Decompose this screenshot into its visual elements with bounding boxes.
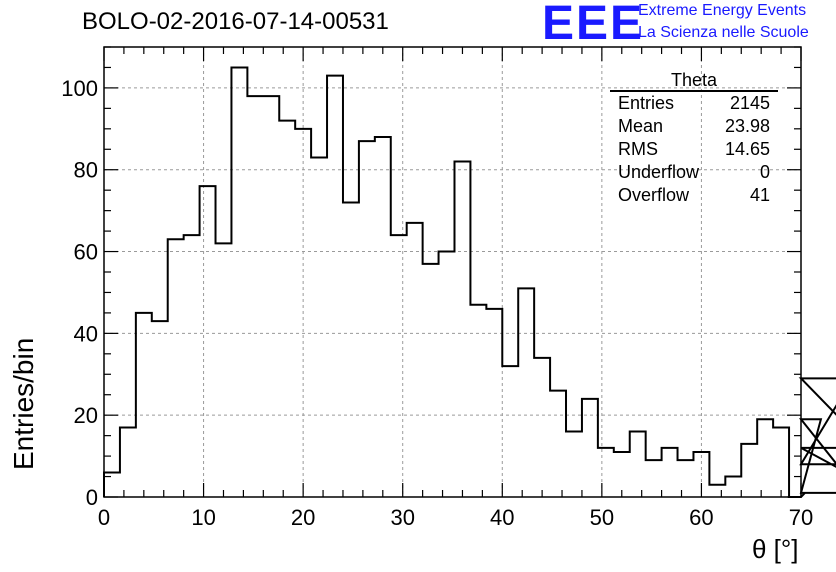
stats-value: 14.65	[724, 139, 770, 159]
histogram-bin	[359, 141, 375, 497]
histogram-bin	[550, 391, 566, 497]
stats-value: 41	[749, 185, 770, 205]
stats-row-rms: RMS 14.65	[610, 138, 778, 161]
histogram-bin	[311, 157, 327, 497]
eee-logo: EEE	[542, 0, 645, 50]
histogram-bin	[247, 96, 263, 497]
histogram-bin	[168, 239, 184, 497]
histogram-bin	[279, 121, 295, 497]
y-tick-label: 20	[74, 403, 98, 428]
y-tick-label: 80	[74, 158, 98, 183]
histogram-bin	[391, 235, 407, 497]
stats-label: Entries	[618, 93, 675, 113]
stats-row-overflow: Overflow 41	[610, 184, 778, 207]
x-tick-label: 0	[98, 505, 110, 530]
logo-subtitle-line2: La Scienza nelle Scuole	[638, 24, 809, 41]
stats-row-underflow: Underflow 0	[610, 161, 778, 184]
histogram-bin	[725, 477, 741, 497]
x-axis-label: θ [°]	[752, 534, 799, 564]
x-tick-label: 70	[789, 505, 813, 530]
chart-title: BOLO-02-2016-07-14-00531	[82, 8, 389, 35]
y-tick-label: 40	[74, 321, 98, 346]
histogram-bin	[407, 223, 423, 497]
histogram-bin	[773, 427, 789, 497]
histogram-bin	[662, 448, 678, 497]
histogram-bin	[184, 235, 200, 497]
histogram-bin	[486, 309, 502, 497]
histogram-bin	[709, 485, 725, 497]
histogram-bin	[502, 366, 518, 497]
stats-label: Overflow	[618, 185, 690, 205]
histogram-bin	[439, 252, 455, 497]
stats-title: Theta	[610, 70, 778, 92]
histogram-bin	[566, 432, 582, 497]
histogram-outline	[103, 66, 836, 498]
stats-label: RMS	[618, 139, 658, 159]
histogram-bin	[741, 444, 757, 497]
histogram-bin	[375, 137, 391, 497]
y-tick-label: 60	[74, 240, 98, 265]
stats-row-mean: Mean 23.98	[610, 115, 778, 138]
histogram-bin	[327, 76, 343, 497]
histogram-bin	[518, 288, 534, 497]
histogram-bin	[120, 427, 136, 497]
x-tick-label: 20	[291, 505, 315, 530]
histogram-bin	[598, 448, 614, 497]
histogram-bin	[231, 67, 247, 497]
histogram-bin	[454, 162, 470, 497]
histogram-bin	[343, 202, 359, 497]
x-tick-label: 40	[490, 505, 514, 530]
histogram-bin	[263, 96, 279, 497]
histogram-bin	[630, 432, 646, 497]
x-tick-label: 30	[390, 505, 414, 530]
histogram-bin	[152, 321, 168, 497]
stats-box: Theta Entries 2145 Mean 23.98 RMS 14.65 …	[610, 70, 778, 207]
histogram-bin	[534, 358, 550, 497]
stats-value: 2145	[729, 93, 770, 113]
histogram-bin	[582, 399, 598, 497]
logo-subtitle-line1: Extreme Energy Events	[638, 2, 807, 19]
histogram-bin	[678, 460, 694, 497]
stats-label: Underflow	[618, 162, 700, 182]
histogram-bin	[136, 313, 152, 497]
x-tick-label: 50	[590, 505, 614, 530]
stats-label: Mean	[618, 116, 664, 136]
stats-value: 23.98	[724, 116, 770, 136]
histogram-bin	[200, 186, 216, 497]
y-tick-label: 100	[61, 76, 98, 101]
x-tick-label: 60	[689, 505, 713, 530]
y-axis-label: Entries/bin	[8, 337, 39, 470]
stats-value: 0	[759, 162, 770, 182]
grid-lines	[104, 47, 801, 497]
x-tick-label: 10	[191, 505, 215, 530]
histogram-bin	[216, 243, 232, 497]
histogram-bin	[646, 460, 662, 497]
axis-ticks	[103, 46, 802, 498]
histogram-bin	[423, 264, 439, 497]
histogram-bin	[757, 419, 773, 497]
tick-labels: 0 10 20 30 40 50 60 70 0 20 40 60 80 100	[61, 76, 813, 530]
histogram-bars	[103, 66, 836, 498]
stats-row-entries: Entries 2145	[610, 92, 778, 115]
y-tick-label: 0	[86, 485, 98, 510]
